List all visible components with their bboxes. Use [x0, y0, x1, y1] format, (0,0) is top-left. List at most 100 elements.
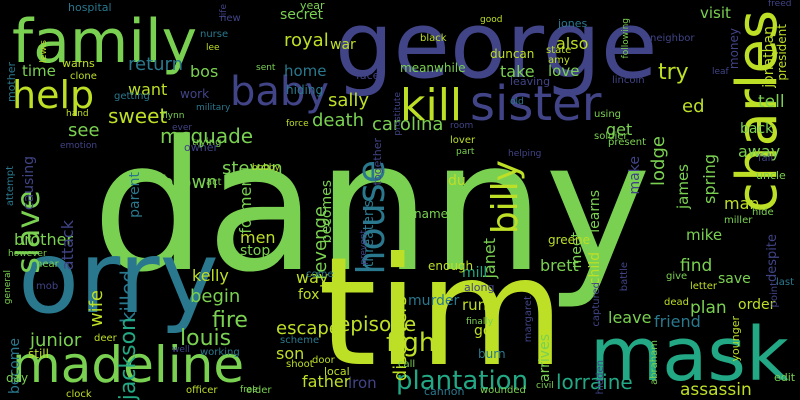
word-return: return [128, 54, 184, 75]
word-uncle: uncle [756, 169, 786, 182]
word-hand: hand [66, 109, 89, 119]
word-carolina: carolina [372, 114, 444, 135]
word-room: room [450, 121, 474, 131]
word-wounded: wounded [480, 385, 526, 396]
word-bobby: bobby [252, 163, 280, 173]
word-day: day [6, 371, 29, 385]
word-work: work [180, 87, 210, 101]
word-life: life [219, 4, 229, 18]
word-tim: tim [318, 226, 565, 400]
word-take: take [500, 62, 535, 81]
word-lover: lover [450, 135, 476, 146]
word-arrives: arrives [537, 334, 553, 382]
word-man: man [724, 194, 760, 213]
word-find: find [680, 256, 713, 276]
word-attempt: attempt [5, 166, 16, 207]
word-former: former [236, 180, 255, 234]
word-order: order [738, 297, 776, 313]
word-shoot: shoot [286, 359, 314, 370]
word-free: free [240, 385, 258, 395]
word-hiding: hiding [286, 83, 324, 97]
word-death: death [312, 110, 364, 131]
word-freed: freed [768, 0, 792, 9]
word-leaving: leaving [510, 75, 551, 88]
word-letter: letter [690, 281, 718, 292]
word-despite: despite [765, 234, 780, 282]
word-fire: fire [212, 308, 248, 333]
word-help: help [12, 73, 95, 117]
word-causing: causing [21, 156, 37, 211]
word-greene: greene [548, 233, 591, 247]
word-war: war [330, 37, 356, 53]
word-helping: helping [508, 149, 542, 159]
word-iron: iron [348, 374, 377, 392]
word-escape: escape [276, 318, 340, 339]
word-time: time [22, 62, 56, 80]
word-dead: dead [664, 297, 689, 308]
word-run: run [462, 296, 488, 314]
word-captured: captured [591, 282, 602, 327]
word-local: local [324, 365, 350, 378]
word-call: call [398, 359, 416, 370]
word-following: following [621, 18, 631, 59]
word-brett: brett [540, 256, 579, 275]
word-episode: episode [338, 312, 417, 336]
word-older: older [246, 385, 272, 396]
word-mcquade: mcquade [160, 124, 254, 148]
word-friend: friend [654, 312, 701, 331]
word-officer: officer [186, 385, 218, 396]
word-still: still [28, 347, 49, 361]
word-du: du [448, 173, 466, 189]
word-president: president [775, 24, 789, 81]
word-fox: fox [298, 287, 320, 303]
word-cannon: cannon [424, 385, 465, 398]
word-prostitute: prostitute [393, 92, 403, 136]
word-louis: louis [180, 326, 232, 351]
word-spring: spring [700, 154, 719, 204]
word-james: james [674, 164, 692, 210]
word-money: money [727, 28, 741, 70]
word-leave: leave [608, 308, 652, 327]
word-margaret: margaret [523, 296, 534, 343]
word-edit: edit [774, 371, 796, 384]
word-sweet: sweet [108, 104, 168, 128]
word-neighbor: neighbor [650, 33, 695, 44]
word-named: named [414, 207, 456, 221]
word-son: son [276, 344, 305, 363]
word-emotion: emotion [60, 141, 98, 151]
word-hidden: hidden [595, 360, 606, 395]
word-general: general [3, 270, 13, 305]
word-jones: jones [558, 17, 588, 30]
word-good: good [480, 15, 503, 25]
word-back: back [740, 121, 774, 137]
word-wife: wife [86, 290, 107, 328]
word-act: act [206, 177, 222, 188]
word-family: family [12, 7, 198, 77]
word-working: working [200, 347, 240, 358]
word-trying: trying [192, 137, 222, 148]
word-father: father [302, 372, 351, 391]
word-away: away [738, 142, 781, 161]
word-give: give [666, 271, 688, 282]
word-burn: burn [478, 347, 506, 361]
word-come: come [306, 269, 334, 280]
word-well: well [172, 345, 190, 355]
word-old: old [510, 97, 524, 107]
word-lincoln: lincoln [612, 75, 645, 86]
word-visit: visit [700, 4, 731, 22]
word-duncan: duncan [490, 47, 535, 61]
word-madeline: madeline [12, 336, 245, 394]
word-mother: mother [5, 62, 18, 103]
word-royal: royal [284, 30, 329, 51]
word-mob: mob [36, 281, 59, 292]
word-murder: murder [408, 293, 460, 309]
word-plantation: plantation [396, 366, 529, 396]
word-way: way [296, 268, 329, 287]
word-sent: sent [256, 63, 276, 73]
word-baby: baby [230, 69, 329, 115]
word-kill: kill [400, 80, 463, 131]
word-year: year [300, 0, 325, 12]
word-save: save [718, 271, 751, 287]
word-clock: clock [66, 389, 92, 400]
word-point: point [769, 282, 780, 308]
